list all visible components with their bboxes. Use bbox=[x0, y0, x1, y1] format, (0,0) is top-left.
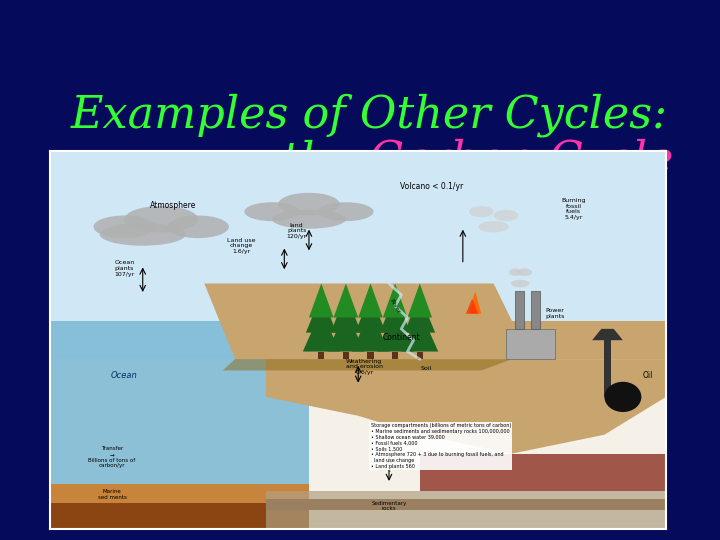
Text: land
plants
120/yr: land plants 120/yr bbox=[287, 222, 307, 239]
Polygon shape bbox=[204, 284, 531, 359]
Ellipse shape bbox=[517, 268, 532, 276]
Polygon shape bbox=[405, 295, 435, 333]
Polygon shape bbox=[592, 329, 623, 340]
Polygon shape bbox=[420, 454, 666, 491]
Polygon shape bbox=[355, 295, 386, 333]
Polygon shape bbox=[328, 310, 364, 352]
Text: the: the bbox=[282, 139, 369, 182]
Polygon shape bbox=[379, 295, 410, 333]
Polygon shape bbox=[469, 291, 482, 314]
Polygon shape bbox=[333, 284, 359, 318]
Ellipse shape bbox=[469, 206, 494, 217]
Ellipse shape bbox=[272, 210, 346, 228]
Polygon shape bbox=[50, 484, 309, 510]
Text: Burning
fossil
fuels
5.4/yr: Burning fossil fuels 5.4/yr bbox=[562, 198, 586, 220]
Polygon shape bbox=[352, 310, 389, 352]
Polygon shape bbox=[330, 295, 361, 333]
Polygon shape bbox=[466, 299, 478, 314]
Polygon shape bbox=[303, 310, 340, 352]
Bar bbox=[605, 340, 611, 397]
Polygon shape bbox=[50, 321, 309, 491]
Polygon shape bbox=[343, 352, 349, 359]
Ellipse shape bbox=[494, 210, 518, 221]
Polygon shape bbox=[318, 352, 324, 359]
Text: Transfer
→
Billions of tons of
carbon/yr: Transfer → Billions of tons of carbon/yr bbox=[89, 446, 135, 468]
Text: Ocean: Ocean bbox=[111, 371, 138, 380]
Ellipse shape bbox=[605, 382, 642, 412]
Polygon shape bbox=[392, 352, 398, 359]
Polygon shape bbox=[266, 359, 666, 454]
Text: Marine
sed ments: Marine sed ments bbox=[97, 489, 127, 500]
Text: Atmosphere: Atmosphere bbox=[150, 201, 197, 210]
Polygon shape bbox=[306, 295, 337, 333]
Ellipse shape bbox=[278, 193, 340, 215]
Text: Sedimentary
rocks: Sedimentary rocks bbox=[372, 501, 407, 511]
Text: Examples of Other Cycles:: Examples of Other Cycles: bbox=[71, 93, 667, 137]
Text: Land use
change
1.6/yr: Land use change 1.6/yr bbox=[227, 238, 256, 254]
Text: ?: ? bbox=[387, 465, 391, 475]
Text: Oil: Oil bbox=[642, 371, 653, 380]
Bar bbox=[516, 291, 524, 329]
Polygon shape bbox=[266, 491, 666, 529]
Text: Continent: Continent bbox=[382, 333, 420, 342]
Ellipse shape bbox=[244, 202, 300, 221]
Ellipse shape bbox=[509, 268, 521, 276]
Polygon shape bbox=[50, 151, 666, 359]
Polygon shape bbox=[309, 284, 333, 318]
Polygon shape bbox=[417, 352, 423, 359]
Polygon shape bbox=[359, 284, 383, 318]
Text: Soil: Soil bbox=[420, 367, 431, 372]
Text: Volcano < 0.1/yr: Volcano < 0.1/yr bbox=[400, 182, 464, 191]
Ellipse shape bbox=[99, 223, 186, 246]
Text: Storage compartments (billions of metric tons of carbon)
• Marine sediments and : Storage compartments (billions of metric… bbox=[371, 423, 510, 469]
Ellipse shape bbox=[478, 221, 509, 232]
Bar bbox=[531, 291, 540, 329]
Polygon shape bbox=[50, 503, 309, 529]
Polygon shape bbox=[266, 321, 666, 359]
Text: River: River bbox=[389, 298, 401, 315]
Bar bbox=[506, 329, 555, 359]
Text: Power
plants: Power plants bbox=[546, 308, 565, 319]
Polygon shape bbox=[401, 310, 438, 352]
Polygon shape bbox=[367, 352, 374, 359]
Polygon shape bbox=[266, 499, 666, 510]
Polygon shape bbox=[408, 284, 432, 318]
Polygon shape bbox=[377, 310, 413, 352]
Ellipse shape bbox=[125, 206, 198, 232]
Polygon shape bbox=[383, 284, 408, 318]
Ellipse shape bbox=[167, 215, 229, 238]
Ellipse shape bbox=[318, 202, 374, 221]
Ellipse shape bbox=[511, 280, 529, 287]
Polygon shape bbox=[222, 359, 512, 370]
Text: Weathering
and erosion
0.6/yr: Weathering and erosion 0.6/yr bbox=[346, 359, 383, 375]
Text: Carbon Cycle: Carbon Cycle bbox=[369, 139, 673, 183]
Text: Ocean
plants
107/yr: Ocean plants 107/yr bbox=[114, 260, 135, 277]
Ellipse shape bbox=[94, 215, 155, 238]
